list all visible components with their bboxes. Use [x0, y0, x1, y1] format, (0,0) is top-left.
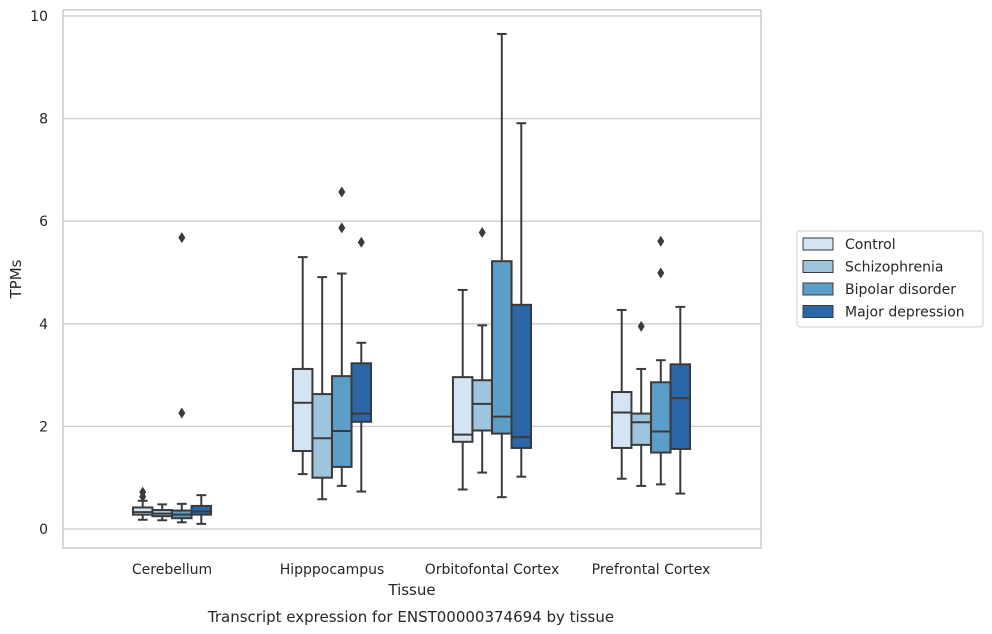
x-axis-label: Tissue	[387, 581, 435, 599]
outlier-point	[478, 226, 486, 238]
box-iqr	[669, 363, 692, 450]
y-axis-label: TPMs	[7, 259, 25, 299]
y-tick-label: 6	[39, 214, 48, 230]
box-iqr	[291, 367, 314, 453]
outlier-point	[357, 236, 365, 248]
box-iqr	[471, 379, 493, 432]
boxes	[131, 32, 692, 525]
y-tick-label: 8	[39, 112, 48, 128]
box-0-3	[610, 308, 633, 480]
y-tick-label: 2	[39, 419, 48, 435]
box-2-0	[171, 232, 193, 524]
box-1-0	[151, 503, 173, 522]
y-tick-label: 0	[39, 522, 48, 538]
legend-swatch	[802, 282, 834, 296]
outlier-point	[338, 222, 346, 234]
y-tick-labels: 0 2 4 6 8 10	[30, 9, 48, 538]
plot-frame	[62, 9, 762, 549]
box-3-2	[510, 122, 533, 478]
box-0-1	[291, 256, 314, 476]
legend-swatch	[802, 260, 834, 273]
outlier-point	[657, 267, 665, 279]
x-tick-label: Cerebellum	[132, 562, 212, 578]
y-tick-label: 10	[30, 9, 48, 25]
outlier-point	[178, 232, 186, 244]
outlier-point	[637, 320, 645, 332]
box-3-3	[669, 305, 692, 495]
box-1-3	[630, 320, 652, 487]
box-iqr	[451, 376, 474, 443]
box-0-0	[131, 486, 154, 521]
legend-swatch	[802, 237, 834, 251]
gridlines	[63, 15, 761, 530]
box-2-2	[491, 32, 513, 499]
box-1-2	[471, 226, 493, 474]
legend-label: Bipolar disorder	[845, 282, 956, 298]
box-2-1	[331, 186, 353, 487]
chart-caption: Transcript expression for ENST0000037469…	[207, 608, 614, 626]
box-0-2	[451, 288, 474, 491]
legend-label: Major depression	[845, 305, 965, 321]
legend-label: Control	[845, 237, 896, 253]
box-iqr	[650, 381, 672, 454]
legend: Control Schizophrenia Bipolar disorder Majo…	[796, 230, 984, 328]
box-iqr	[630, 412, 652, 446]
box-iqr	[491, 260, 513, 435]
legend-label: Schizophrenia	[845, 260, 943, 276]
y-tick-label: 4	[39, 317, 48, 333]
x-tick-label: Prefrontal Cortex	[592, 562, 711, 578]
box-iqr	[131, 506, 154, 516]
legend-swatch	[802, 305, 834, 318]
outlier-point	[139, 486, 147, 498]
outlier-point	[657, 235, 665, 247]
box-3-1	[350, 236, 373, 493]
x-tick-labels: Cerebellum Hipppocampus Orbitofontal Corte…	[132, 562, 710, 578]
box-3-0	[190, 494, 213, 525]
box-iqr	[350, 362, 373, 423]
outlier-point	[338, 186, 346, 198]
legend-frame	[796, 230, 984, 328]
x-tick-label: Hipppocampus	[280, 562, 385, 578]
box-2-3	[650, 235, 672, 486]
box-iqr	[331, 375, 353, 468]
x-tick-label: Orbitofontal Cortex	[425, 562, 560, 578]
box-1-1	[311, 276, 333, 501]
box-iqr	[510, 303, 533, 449]
box-iqr	[610, 391, 633, 449]
box-iqr	[190, 504, 213, 516]
box-iqr	[311, 393, 333, 479]
outlier-point	[178, 407, 186, 419]
